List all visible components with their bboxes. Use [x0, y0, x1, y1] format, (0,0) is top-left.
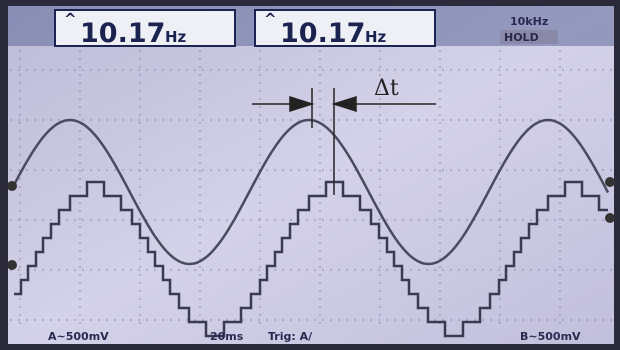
- range: 10kHz: [510, 15, 548, 28]
- footer-text: 20ms: [210, 330, 244, 343]
- scope-screen: ^ ^ 10.17 Hz 10.17 Hz 10kHz HOLD Δt A~50…: [0, 0, 620, 350]
- screen: [8, 6, 614, 344]
- footer-text: Trig: A/: [268, 330, 313, 343]
- footer-text: B~500mV: [520, 330, 581, 343]
- channel-marker: [605, 213, 615, 223]
- readout-marker: ^: [264, 10, 277, 28]
- hold: HOLD: [504, 31, 539, 44]
- readout-value: 10.17: [80, 18, 165, 49]
- readout-marker: ^: [64, 10, 77, 28]
- readout-unit: Hz: [365, 28, 387, 46]
- readout-value: 10.17: [280, 18, 365, 49]
- readout-unit: Hz: [165, 28, 187, 46]
- cursor-label: Δt: [374, 76, 399, 101]
- footer-text: A~500mV: [48, 330, 109, 343]
- channel-marker: [605, 177, 615, 187]
- channel-marker: [7, 181, 17, 191]
- channel-marker: [7, 260, 17, 270]
